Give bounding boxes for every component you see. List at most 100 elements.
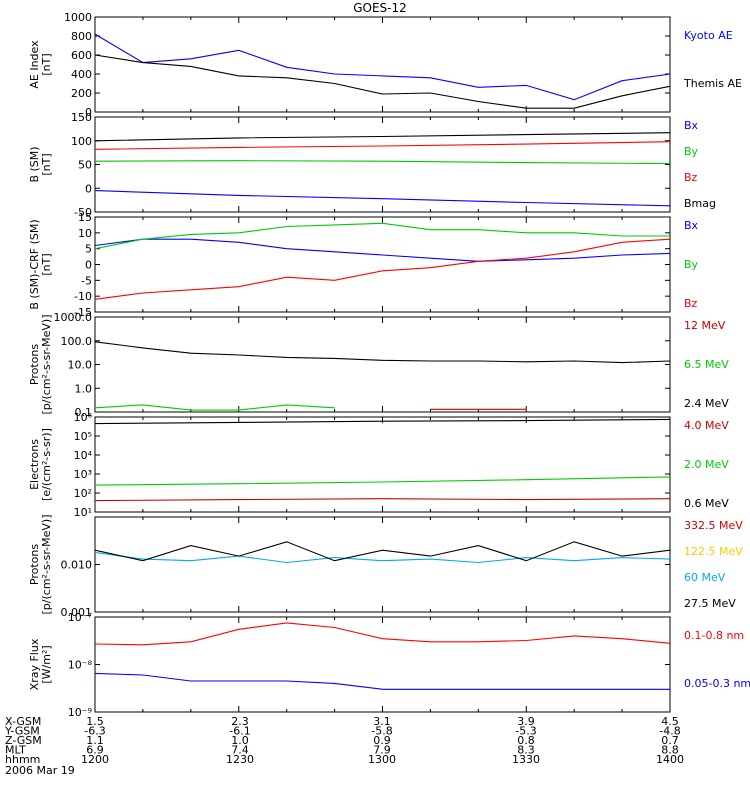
- y-tick-label: 10⁻⁸: [68, 659, 93, 672]
- y-tick-label: 15: [78, 211, 92, 224]
- panel-frame: [94, 416, 671, 513]
- y-axis-label: B (SM) [nT]: [28, 146, 53, 182]
- series-line: [94, 222, 670, 250]
- y-tick-label: 100: [71, 135, 92, 148]
- footer-value: 6.9: [86, 744, 104, 757]
- y-tick-label: 10⁴: [74, 449, 93, 462]
- legend-0-05-0-3-nm: 0.05-0.3 nm: [684, 677, 750, 690]
- y-axis-label-line: [nT]: [40, 153, 53, 175]
- panel-3: -15 -10 -5 0 5 10 15 B (SM)-CRF (SM) [nT] Bx By Bz: [28, 211, 699, 319]
- footer-value: 1300: [368, 753, 396, 766]
- y-tick-label: 200: [71, 87, 92, 100]
- y-tick-label: 0: [85, 182, 92, 195]
- footer-value: -4.8: [659, 725, 680, 738]
- footer-row-label: Z-GSM: [5, 734, 42, 747]
- series-line: [94, 132, 671, 142]
- y-tick-label: 10⁻⁹: [68, 706, 92, 719]
- footer-value: 8.3: [517, 744, 535, 757]
- y-tick-label: 600: [71, 49, 92, 62]
- y-axis-label-line: [e/(cm²-s-sr)]: [40, 428, 53, 501]
- panel-frame: [94, 116, 671, 213]
- y-axis-label: B (SM)-CRF (SM) [nT]: [28, 219, 53, 309]
- series-line: [94, 33, 671, 101]
- series-line: [94, 404, 335, 411]
- y-tick-label: 1000.0: [54, 311, 93, 324]
- y-tick-label: -50: [74, 206, 92, 219]
- footer-date: 2006 Mar 19: [5, 764, 75, 777]
- footer-value: 7.9: [373, 744, 391, 757]
- legend-0-1-0-8-nm: 0.1-0.8 nm: [684, 629, 744, 642]
- legend-by: By: [684, 258, 699, 271]
- y-axis-label: Protons [p/(cm²-s-sr-MeV)]: [28, 315, 53, 415]
- footer-value: 2.3: [231, 715, 249, 728]
- y-tick-label: 0.010: [61, 559, 93, 572]
- footer-row-label: MLT: [5, 744, 26, 757]
- series-line: [94, 238, 671, 262]
- legend-2-4-mev: 2.4 MeV: [684, 397, 729, 410]
- y-axis-label-line: [W/m²]: [40, 645, 53, 683]
- footer-value: 4.5: [661, 715, 679, 728]
- panel-frame: [94, 216, 671, 313]
- legend-12-mev: 12 MeV: [684, 319, 726, 332]
- series-line: [94, 238, 671, 300]
- y-axis-label-line: Xray Flux: [28, 638, 41, 690]
- y-axis-label-line: [p/(cm²-s-sr-MeV)]: [40, 315, 53, 415]
- legend-332-5-mev: 332.5 MeV: [684, 519, 743, 532]
- y-tick-label: 100.0: [61, 335, 93, 348]
- y-axis-label-line: [nT]: [40, 253, 53, 275]
- footer-value: 3.1: [373, 715, 391, 728]
- legend-27-5-mev: 27.5 MeV: [684, 597, 736, 610]
- y-tick-label: 150: [71, 111, 92, 124]
- footer-value: -6.1: [229, 725, 250, 738]
- y-tick-label: 50: [78, 159, 92, 172]
- y-axis-label-line: [nT]: [40, 53, 53, 75]
- y-axis-label: Protons [p/(cm²-s-sr-MeV)]: [28, 515, 53, 615]
- footer-value: -6.3: [84, 725, 105, 738]
- y-tick-label: 400: [71, 68, 92, 81]
- legend-bx: Bx: [684, 119, 699, 132]
- series-line: [94, 54, 671, 109]
- panel-2: -50 0 50 100 150 B (SM) [nT] Bx By Bz Bmag: [28, 111, 716, 219]
- panel-7: 10⁻⁹ 10⁻⁸ 10⁻⁷ Xray Flux [W/m²] 0.1-0.8 nm 0.0…: [28, 611, 750, 719]
- series-line: [94, 190, 671, 207]
- y-tick-label: 10⁶: [74, 411, 93, 424]
- y-tick-label: 0.1: [75, 406, 93, 419]
- y-tick-label: -15: [74, 306, 92, 319]
- footer-value: 1230: [226, 753, 254, 766]
- y-tick-label: -10: [74, 290, 92, 303]
- legend-bz: Bz: [684, 171, 698, 184]
- y-axis-label: AE Index [nT]: [28, 40, 53, 89]
- y-tick-label: 1.0: [75, 382, 93, 395]
- series-line: [94, 622, 671, 646]
- panel-6: 0.001 0.010 Protons [p/(cm²-s-sr-MeV)] 332.5…: [28, 515, 743, 620]
- panel-frame: [94, 516, 671, 613]
- panel-frame: [94, 316, 671, 413]
- y-axis-label-line: [p/(cm²-s-sr-MeV)]: [40, 515, 53, 615]
- y-tick-label: 10⁵: [74, 430, 92, 443]
- panel-5: 10¹ 10² 10³ 10⁴ 10⁵ 10⁶ Electrons [e/(cm²-s-sr)…: [28, 411, 729, 519]
- series-line: [94, 541, 671, 562]
- y-tick-label: 0: [85, 259, 92, 272]
- legend-0-6-mev: 0.6 MeV: [684, 497, 729, 510]
- footer-value: 8.8: [661, 744, 679, 757]
- footer-value: 3.9: [517, 715, 535, 728]
- series-line: [94, 160, 671, 165]
- footer-row-label: hhmm: [5, 753, 40, 766]
- legend-6-5-mev: 6.5 MeV: [684, 358, 729, 371]
- footer-value: -5.8: [371, 725, 392, 738]
- panel-frame: [94, 16, 671, 113]
- y-axis-label: Electrons [e/(cm²-s-sr)]: [28, 428, 53, 501]
- plot-title: GOES-12: [353, 1, 407, 15]
- y-tick-label: 10²: [74, 487, 92, 500]
- legend-122-5-mev: 122.5 MeV: [684, 545, 743, 558]
- series-line: [94, 498, 671, 502]
- legend-bx: Bx: [684, 219, 699, 232]
- y-tick-label: 5: [85, 243, 92, 256]
- panel-frame: [94, 616, 671, 713]
- legend-bmag: Bmag: [684, 197, 716, 210]
- y-tick-label: 800: [71, 30, 92, 43]
- y-axis-label-line: Protons: [28, 344, 41, 385]
- y-tick-label: 10: [78, 227, 92, 240]
